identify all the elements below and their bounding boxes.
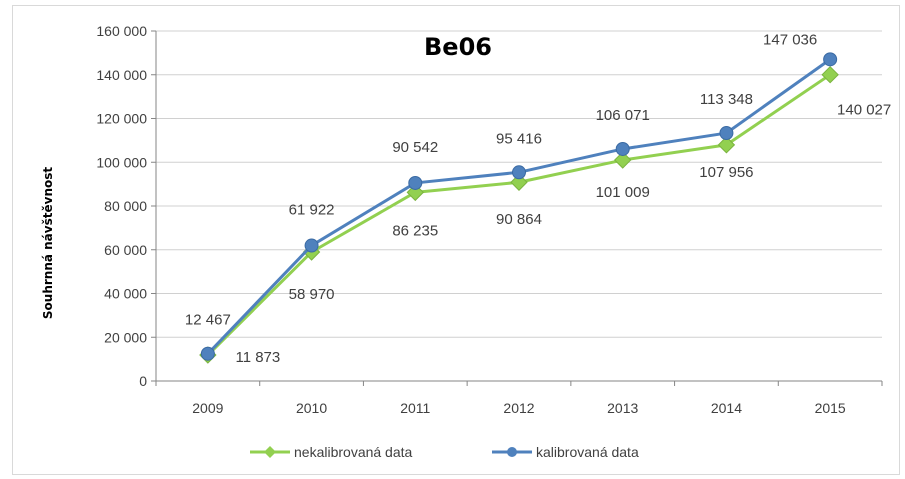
gridlines bbox=[156, 30, 882, 338]
x-tick-label: 2010 bbox=[296, 400, 327, 416]
data-label-calibrated: 106 071 bbox=[596, 107, 650, 124]
data-label-uncalibrated: 140 027 bbox=[837, 102, 891, 119]
x-tick-label: 2013 bbox=[607, 400, 638, 416]
data-label-uncalibrated: 11 873 bbox=[235, 349, 280, 366]
data-point-diamond bbox=[821, 65, 839, 84]
data-point-circle bbox=[304, 238, 319, 253]
y-tick-label: 120 000 bbox=[96, 111, 147, 127]
x-tick-label: 2015 bbox=[815, 400, 846, 416]
legend-diamond-marker bbox=[264, 446, 276, 458]
data-label-uncalibrated: 58 970 bbox=[289, 286, 335, 303]
data-label-calibrated: 113 348 bbox=[700, 91, 753, 108]
data-point-diamond bbox=[614, 151, 632, 169]
x-tick-label: 2014 bbox=[711, 400, 742, 416]
x-tick-label: 2012 bbox=[503, 400, 534, 416]
data-label-calibrated: 90 542 bbox=[392, 139, 438, 156]
data-label-uncalibrated: 90 864 bbox=[496, 211, 542, 228]
y-tick-label: 60 000 bbox=[104, 242, 147, 258]
data-label-calibrated: 147 036 bbox=[763, 31, 817, 48]
data-point-circle bbox=[823, 52, 838, 67]
x-tick-label: 2009 bbox=[192, 400, 223, 416]
data-point-diamond bbox=[717, 136, 736, 154]
x-tick-label: 2011 bbox=[400, 400, 430, 416]
series-lines bbox=[199, 52, 839, 364]
data-point-circle bbox=[512, 165, 526, 180]
y-tick-label: 140 000 bbox=[96, 67, 147, 83]
y-tick-label: 100 000 bbox=[96, 154, 147, 170]
legend-label: kalibrovaná data bbox=[536, 444, 639, 460]
data-label-uncalibrated: 107 956 bbox=[699, 164, 753, 181]
data-label-uncalibrated: 86 235 bbox=[392, 222, 438, 239]
data-label-uncalibrated: 101 009 bbox=[596, 184, 650, 201]
data-labels: 11 873 58 970 86 235 90 864 101 009 107 956 14… bbox=[185, 31, 891, 366]
data-label-calibrated: 12 467 bbox=[185, 312, 231, 329]
chart-title: Be06 bbox=[424, 33, 492, 61]
data-label-calibrated: 61 922 bbox=[289, 202, 335, 219]
legend: nekalibrovaná data kalibrovaná data bbox=[250, 444, 639, 460]
y-tick-labels: 0 20 000 40 000 60 000 80 000 100 000 120 000 1… bbox=[96, 23, 147, 389]
y-axis-label: Souhrnná návštěvnost bbox=[41, 167, 55, 319]
data-point-circle bbox=[719, 126, 734, 141]
y-tick-label: 80 000 bbox=[104, 198, 147, 214]
y-tick-label: 0 bbox=[139, 373, 147, 389]
y-tick-label: 160 000 bbox=[96, 23, 147, 39]
legend-circle-marker bbox=[507, 447, 517, 457]
legend-label: nekalibrovaná data bbox=[294, 444, 413, 460]
axes bbox=[151, 30, 883, 386]
x-tick-labels: 2009 2010 2011 2012 2013 2014 2015 bbox=[192, 400, 846, 416]
data-point-diamond bbox=[510, 173, 528, 191]
data-label-calibrated: 95 416 bbox=[496, 130, 542, 147]
data-point-circle bbox=[200, 346, 215, 361]
chart-border bbox=[12, 5, 900, 475]
y-tick-label: 20 000 bbox=[104, 329, 147, 345]
data-point-circle bbox=[615, 141, 630, 156]
data-point-circle bbox=[408, 175, 423, 190]
y-tick-label: 40 000 bbox=[104, 286, 147, 302]
